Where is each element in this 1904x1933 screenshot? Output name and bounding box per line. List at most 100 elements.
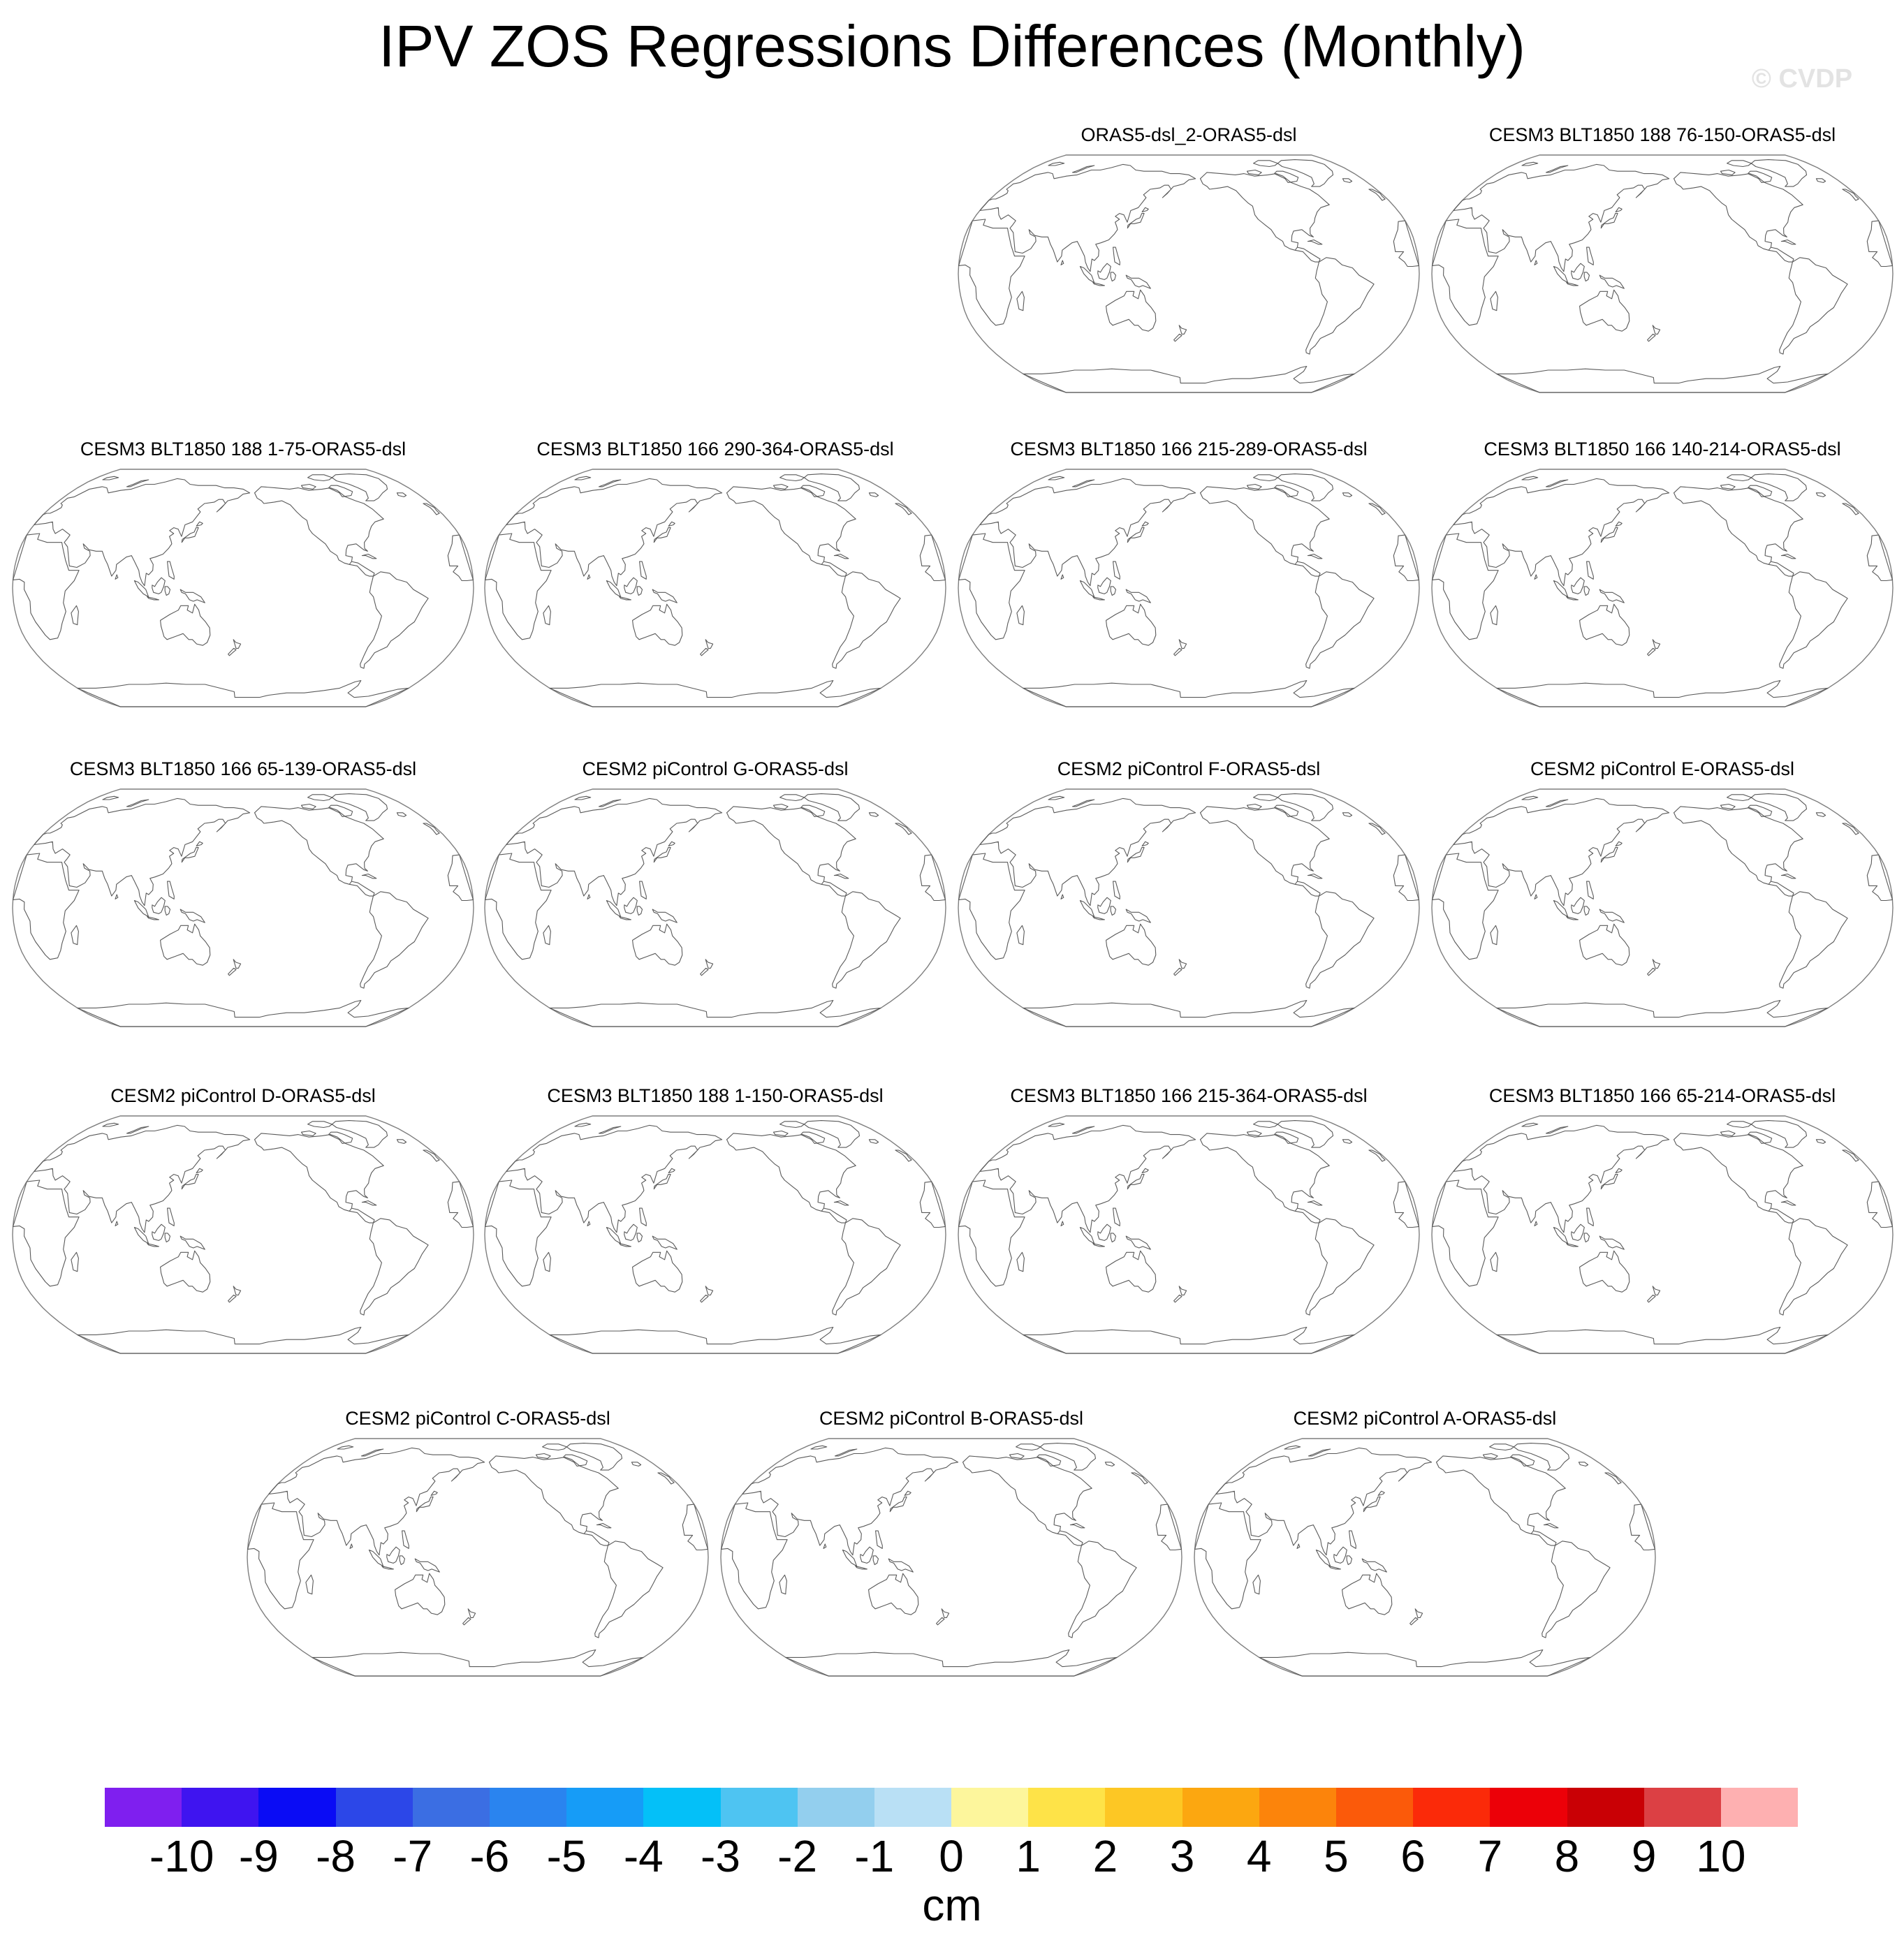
colorbar-box — [1259, 1788, 1336, 1827]
map-outline — [12, 469, 474, 707]
colorbar-tick-label: 7 — [1477, 1831, 1503, 1881]
world-map — [958, 1115, 1420, 1354]
panel-title: CESM2 piControl E-ORAS5-dsl — [1530, 758, 1795, 779]
world-map — [1194, 1438, 1656, 1677]
map-panel: CESM2 piControl E-ORAS5-dsl — [1431, 758, 1894, 1027]
colorbar-box — [489, 1788, 567, 1827]
map-outline — [1194, 1438, 1656, 1677]
colorbar-box — [1182, 1788, 1259, 1827]
world-map — [247, 1438, 709, 1677]
map-outline — [720, 1438, 1182, 1677]
coastlines — [485, 1120, 946, 1354]
world-map — [484, 788, 946, 1027]
world-map — [720, 1438, 1182, 1677]
map-panel: CESM3 BLT1850 166 65-139-ORAS5-dsl — [12, 758, 474, 1027]
colorbar-tick-label: 3 — [1169, 1831, 1195, 1881]
world-map — [1431, 1115, 1894, 1354]
colorbar-tick-label: 6 — [1400, 1831, 1426, 1881]
panel-title: CESM3 BLT1850 166 65-139-ORAS5-dsl — [69, 758, 417, 779]
panel-title: CESM3 BLT1850 188 76-150-ORAS5-dsl — [1488, 124, 1836, 145]
coastlines — [721, 1443, 1182, 1677]
coastlines — [958, 473, 1419, 707]
colorbar-box — [951, 1788, 1029, 1827]
coastlines — [247, 1443, 708, 1677]
coastlines — [1432, 793, 1893, 1027]
colorbar-box — [797, 1788, 874, 1827]
map-panel: CESM2 piControl F-ORAS5-dsl — [958, 758, 1420, 1027]
coastlines — [1432, 473, 1893, 707]
panel-title: CESM2 piControl C-ORAS5-dsl — [345, 1408, 610, 1429]
world-map — [12, 1115, 474, 1354]
map-panel: CESM3 BLT1850 166 65-214-ORAS5-dsl — [1431, 1085, 1894, 1354]
coastlines — [1432, 1120, 1893, 1354]
map-panel: CESM2 piControl G-ORAS5-dsl — [484, 758, 946, 1027]
colorbar-box — [1413, 1788, 1491, 1827]
panel-title: CESM3 BLT1850 166 140-214-ORAS5-dsl — [1484, 439, 1841, 460]
map-panel: CESM3 BLT1850 188 76-150-ORAS5-dsl — [1431, 124, 1894, 393]
coastlines — [1432, 159, 1893, 393]
map-panel: CESM2 piControl D-ORAS5-dsl — [12, 1085, 474, 1354]
panel-title: CESM2 piControl F-ORAS5-dsl — [1057, 758, 1321, 779]
colorbar-tick-label: 0 — [939, 1831, 964, 1881]
map-outline — [1431, 469, 1894, 707]
map-panel: CESM3 BLT1850 166 215-364-ORAS5-dsl — [958, 1085, 1420, 1354]
colorbar-tick-label: -3 — [701, 1831, 740, 1881]
map-panel: CESM2 piControl C-ORAS5-dsl — [247, 1408, 709, 1677]
colorbar-tick-label: 1 — [1016, 1831, 1041, 1881]
colorbar-tick-label: -7 — [393, 1831, 433, 1881]
coastlines — [485, 473, 946, 707]
colorbar-box — [566, 1788, 644, 1827]
panel-title: CESM2 piControl G-ORAS5-dsl — [582, 758, 849, 779]
world-map — [958, 788, 1420, 1027]
world-map — [1431, 154, 1894, 393]
map-outline — [484, 1115, 946, 1354]
world-map — [484, 469, 946, 707]
coastlines — [1194, 1443, 1655, 1677]
map-outline — [1431, 1115, 1894, 1354]
map-panel: CESM2 piControl B-ORAS5-dsl — [720, 1408, 1182, 1677]
map-outline — [484, 788, 946, 1027]
panel-title: CESM3 BLT1850 166 65-214-ORAS5-dsl — [1488, 1085, 1836, 1106]
cvdp-watermark: © CVDP — [1751, 64, 1853, 94]
map-panel: CESM3 BLT1850 166 215-289-ORAS5-dsl — [958, 439, 1420, 707]
map-panel: CESM3 BLT1850 188 1-75-ORAS5-dsl — [12, 439, 474, 707]
coastlines — [13, 1120, 474, 1354]
colorbar — [105, 1788, 1799, 1827]
colorbar-tick-label: -5 — [546, 1831, 587, 1881]
colorbar-tick-label: 8 — [1554, 1831, 1580, 1881]
coastlines — [13, 473, 474, 707]
map-outline — [12, 1115, 474, 1354]
map-outline — [1431, 788, 1894, 1027]
map-panel: CESM3 BLT1850 166 140-214-ORAS5-dsl — [1431, 439, 1894, 707]
colorbar-box — [1490, 1788, 1567, 1827]
colorbar-tick-label: -10 — [149, 1831, 214, 1881]
colorbar-tick-label: -8 — [316, 1831, 356, 1881]
panel-title: CESM3 BLT1850 188 1-75-ORAS5-dsl — [80, 439, 407, 460]
colorbar-box — [258, 1788, 336, 1827]
map-outline — [958, 154, 1420, 393]
map-outline — [12, 788, 474, 1027]
map-outline — [1431, 154, 1894, 393]
colorbar-box — [1720, 1788, 1799, 1827]
colorbar-box — [182, 1788, 259, 1827]
panel-title: CESM3 BLT1850 166 290-364-ORAS5-dsl — [536, 439, 894, 460]
map-outline — [958, 1115, 1420, 1354]
panel-title: CESM2 piControl D-ORAS5-dsl — [110, 1085, 376, 1106]
colorbar-tick-label: 2 — [1092, 1831, 1118, 1881]
world-map — [1431, 788, 1894, 1027]
world-map — [12, 788, 474, 1027]
coastlines — [958, 159, 1419, 393]
world-map — [958, 154, 1420, 393]
figure-title: IPV ZOS Regressions Differences (Monthly… — [379, 13, 1525, 79]
map-outline — [958, 788, 1420, 1027]
colorbar-box — [1643, 1788, 1721, 1827]
map-panel: CESM2 piControl A-ORAS5-dsl — [1194, 1408, 1656, 1677]
colorbar-tick-label: -9 — [238, 1831, 279, 1881]
panel-title: CESM3 BLT1850 166 215-364-ORAS5-dsl — [1010, 1085, 1368, 1106]
colorbar-tick-label: -4 — [623, 1831, 664, 1881]
colorbar-box — [1336, 1788, 1414, 1827]
colorbar-box — [1567, 1788, 1644, 1827]
colorbar-tick-label: 5 — [1324, 1831, 1349, 1881]
panel-title: ORAS5-dsl_2-ORAS5-dsl — [1081, 124, 1297, 145]
map-panel: CESM3 BLT1850 166 290-364-ORAS5-dsl — [484, 439, 946, 707]
